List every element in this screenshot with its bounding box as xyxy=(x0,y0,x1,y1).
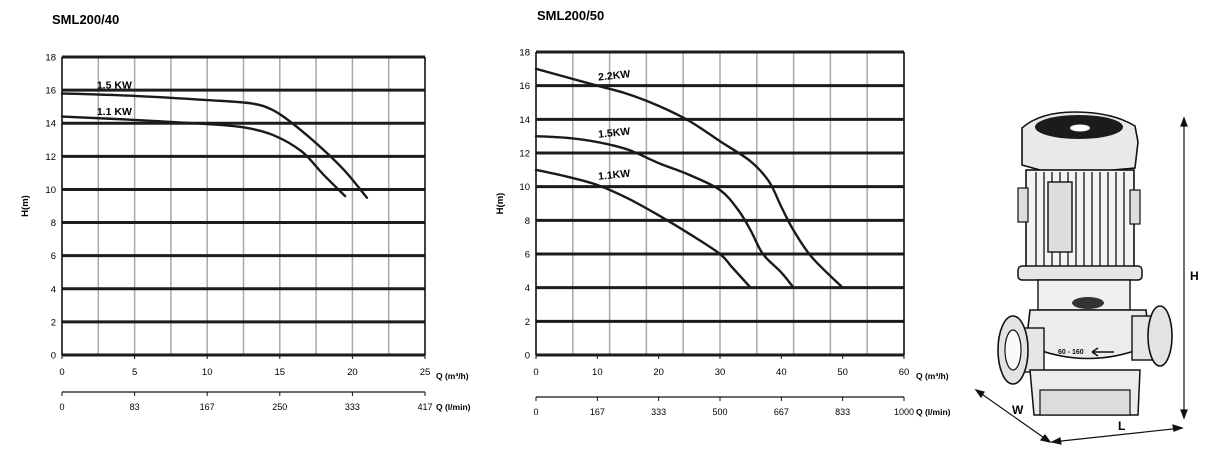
dimension-label-w: W xyxy=(1012,403,1024,417)
pump-flange-text: 60 - 160 xyxy=(1058,349,1084,356)
series-line xyxy=(534,168,752,289)
x2-tick-label: 417 xyxy=(417,402,432,412)
x-tick-label: 60 xyxy=(899,367,910,378)
x-axis-label: Q (m³/h) xyxy=(436,371,469,381)
y-tick-label: 6 xyxy=(525,250,530,261)
series-label: 1.1KW xyxy=(598,168,631,183)
series-label: 1.5KW xyxy=(598,126,631,141)
x-tick-label: 20 xyxy=(653,367,664,378)
y-tick-label: 6 xyxy=(51,251,56,262)
x2-tick-label: 0 xyxy=(533,407,538,417)
x2-tick-label: 250 xyxy=(272,402,287,412)
series-line xyxy=(60,92,369,199)
x2-tick-label: 1000 xyxy=(894,407,914,417)
pump-flow-arrow xyxy=(1091,347,1114,357)
series-line xyxy=(60,115,347,198)
pump-motor-body xyxy=(1025,169,1135,273)
pump-flange-right xyxy=(1147,305,1173,367)
x2-tick-label: 333 xyxy=(345,402,360,412)
pump-motor-foot-left xyxy=(1017,187,1029,223)
y-tick-label: 8 xyxy=(525,216,530,227)
series-line xyxy=(534,67,844,289)
y-tick-label: 4 xyxy=(525,283,530,294)
x-tick-label: 50 xyxy=(837,367,848,378)
y-tick-label: 4 xyxy=(51,284,56,295)
dimension-lines xyxy=(974,116,1188,445)
series-label: 1.5 KW xyxy=(97,79,132,91)
x2-tick-label: 667 xyxy=(774,407,789,417)
x2-axis-label: Q (l/min) xyxy=(436,402,471,412)
y-axis-label: H(m) xyxy=(20,195,31,217)
series-line xyxy=(534,134,795,289)
x-tick-label: 20 xyxy=(347,367,358,378)
pump-terminal-box xyxy=(1047,181,1073,253)
x2-tick-label: 500 xyxy=(712,407,727,417)
y-tick-label: 18 xyxy=(519,48,530,59)
x2-tick-label: 333 xyxy=(651,407,666,417)
x-tick-label: 30 xyxy=(715,367,726,378)
x-tick-label: 5 xyxy=(132,367,137,378)
x2-axis-label: Q (l/min) xyxy=(916,407,951,417)
x-tick-label: 0 xyxy=(59,367,64,378)
y-tick-label: 14 xyxy=(519,115,530,126)
y-tick-label: 0 xyxy=(525,351,530,362)
series-label: 1.1 KW xyxy=(97,106,132,118)
x2-tick-label: 167 xyxy=(200,402,215,412)
dimension-label-h: H xyxy=(1190,269,1199,283)
y-tick-label: 16 xyxy=(519,81,530,92)
pump-diagram: 60 - 160 H W L xyxy=(974,111,1199,445)
pump-motor-foot-right xyxy=(1129,189,1141,225)
x2-tick-label: 83 xyxy=(130,402,140,412)
pump-base-foot xyxy=(1039,389,1131,416)
chart-sml200-40: SML200/40 0 2 4 6 8 10 12 14 16 18 0 5 10 15 20 25 Q (m³/… xyxy=(20,12,471,412)
x-tick-label: 10 xyxy=(202,367,213,378)
y-tick-label: 16 xyxy=(45,86,56,97)
y-tick-label: 0 xyxy=(51,351,56,362)
x-axis-label: Q (m³/h) xyxy=(916,371,949,381)
y-tick-label: 12 xyxy=(519,149,530,160)
x2-tick-label: 833 xyxy=(835,407,850,417)
pump-motor-fins xyxy=(1035,172,1125,270)
y-tick-label: 12 xyxy=(45,152,56,163)
pump-motor-flange xyxy=(1017,265,1143,281)
pump-flange-left-bore xyxy=(1004,329,1022,371)
pump-coupling xyxy=(1072,297,1104,309)
y-tick-label: 2 xyxy=(525,317,530,328)
x2-tick-label: 0 xyxy=(59,402,64,412)
x2-tick-label: 167 xyxy=(590,407,605,417)
y-tick-label: 2 xyxy=(51,317,56,328)
y-tick-label: 10 xyxy=(45,185,56,196)
y-axis-label: H(m) xyxy=(495,193,506,215)
chart-title: SML200/50 xyxy=(537,8,604,23)
x-tick-label: 0 xyxy=(533,367,538,378)
x-tick-label: 40 xyxy=(776,367,787,378)
series-label: 2.2KW xyxy=(598,68,631,83)
x-tick-label: 25 xyxy=(420,367,431,378)
y-tick-label: 14 xyxy=(45,119,56,130)
x-tick-label: 10 xyxy=(592,367,603,378)
x-tick-label: 15 xyxy=(275,367,286,378)
y-tick-label: 18 xyxy=(45,53,56,64)
y-tick-label: 10 xyxy=(519,182,530,193)
pump-fan-hub xyxy=(1070,124,1090,132)
y-tick-label: 8 xyxy=(51,218,56,229)
chart-title: SML200/40 xyxy=(52,12,119,27)
dimension-label-l: L xyxy=(1118,419,1125,433)
chart-sml200-50: SML200/50 0 2 4 6 8 10 12 14 16 18 0 10 20 30 40 50 60 Q (… xyxy=(495,8,951,417)
